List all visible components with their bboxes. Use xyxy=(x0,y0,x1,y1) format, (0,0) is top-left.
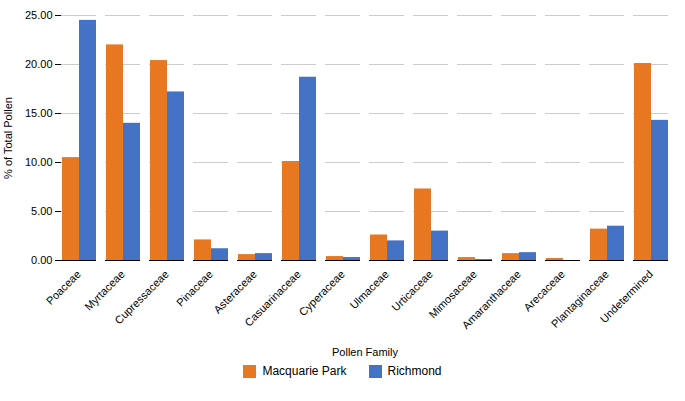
svg-text:Casuarinaceae: Casuarinaceae xyxy=(242,268,303,329)
svg-text:Plantaginaceae: Plantaginaceae xyxy=(548,267,611,330)
svg-text:Ulmaceae: Ulmaceae xyxy=(347,268,391,312)
svg-text:25.00: 25.00 xyxy=(25,9,53,21)
html-text:Macquarie Park: Macquarie Park xyxy=(262,364,347,378)
svg-text:Poaceae: Poaceae xyxy=(44,268,83,307)
svg-text:Urticaceae: Urticaceae xyxy=(389,268,435,314)
svg-text:Pinaceae: Pinaceae xyxy=(174,268,215,309)
svg-text:Undetermined: Undetermined xyxy=(598,268,655,325)
svg-text:Pollen Family: Pollen Family xyxy=(332,346,399,358)
svg-text:Amaranthaceae: Amaranthaceae xyxy=(459,268,522,331)
svg-text:Myrtaceae: Myrtaceae xyxy=(82,268,127,313)
svg-text:Asteraceae: Asteraceae xyxy=(211,268,259,316)
svg-text:Arecaceae: Arecaceae xyxy=(521,268,567,314)
svg-text:10.00: 10.00 xyxy=(25,156,53,168)
svg-text:Cupressaceae: Cupressaceae xyxy=(112,268,171,327)
svg-text:5.00: 5.00 xyxy=(31,205,52,217)
svg-text:Mimosaceae: Mimosaceae xyxy=(426,267,479,321)
svg-text:% of Total Pollen: % of Total Pollen xyxy=(2,97,14,179)
html-text:Richmond: Richmond xyxy=(387,364,442,378)
svg-text:15.00: 15.00 xyxy=(25,107,53,119)
svg-text:20.00: 20.00 xyxy=(25,58,53,70)
svg-text:0.00: 0.00 xyxy=(31,254,52,266)
svg-text:Cyperaceae: Cyperaceae xyxy=(296,268,346,318)
